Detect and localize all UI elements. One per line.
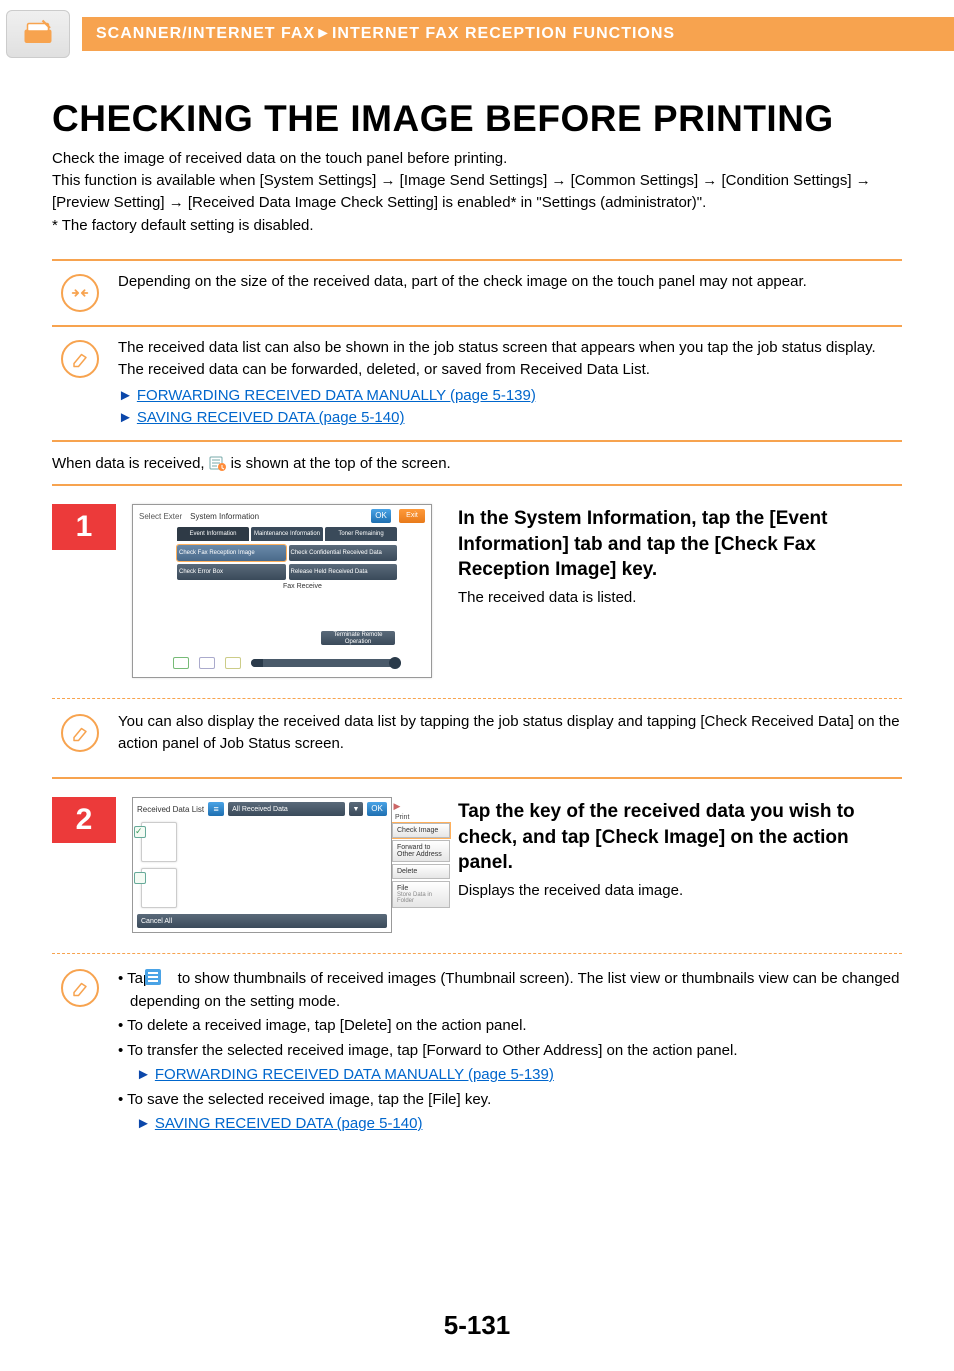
page-header: SCANNER/INTERNET FAX►INTERNET FAX RECEPT… [0,0,954,64]
callout1-text: Depending on the size of the received da… [118,271,807,293]
crumb-scanner: SCANNER/INTERNET FAX [96,25,315,42]
sys-ok-button[interactable]: OK [371,509,391,523]
step-1-thumbnail: Select Exter System Information OK Exit … [132,504,442,678]
note-icon [58,966,102,1010]
callout-size-warning: Depending on the size of the received da… [52,259,902,327]
bottom-icon-1[interactable] [173,657,189,669]
rdl-cancel-all[interactable]: Cancel All [137,914,387,928]
list-view-icon [156,968,174,986]
tab-maintenance-information[interactable]: Maintenance Information [251,527,323,541]
action-file[interactable]: FileStore Data in Folder [392,881,450,908]
step-2-sub: Displays the received data image. [458,882,902,899]
rdl-title: Received Data List [137,805,204,814]
action-panel-arrow-icon: ▶ [392,797,402,812]
bottom-slider[interactable] [251,659,401,667]
intro-block: Check the image of received data on the … [52,148,902,237]
scanner-icon [6,10,70,58]
rdl-dropdown-caret[interactable]: ▼ [349,802,363,816]
breadcrumb: SCANNER/INTERNET FAX►INTERNET FAX RECEPT… [82,17,954,51]
page-title: CHECKING THE IMAGE BEFORE PRINTING [52,98,902,140]
dashed-separator [52,953,902,954]
sys-exit-button[interactable]: Exit [399,509,425,523]
callout2-text: The received data list can also be shown… [118,339,876,378]
note-job-status: You can also display the received data l… [52,711,902,767]
link-forwarding-2[interactable]: FORWARDING RECEIVED DATA MANUALLY (page … [155,1066,554,1083]
action-forward[interactable]: Forward to Other Address [392,840,450,862]
btn-check-error-box[interactable]: Check Error Box [177,564,286,580]
received-data-icon [209,454,227,472]
tip-transfer: To transfer the selected received image,… [118,1040,902,1063]
rdl-list-toggle[interactable]: ≡ [208,802,224,816]
link-forwarding[interactable]: FORWARDING RECEIVED DATA MANUALLY (page … [137,387,536,404]
btn-check-fax-reception[interactable]: Check Fax Reception Image [177,545,286,561]
step-1: 1 Select Exter System Information OK Exi… [52,486,902,678]
received-text-a: When data is received, [52,455,205,472]
sys-select-label: Select Exter [139,512,182,521]
tip-delete: To delete a received image, tap [Delete]… [118,1015,902,1038]
dashed-separator [52,698,902,699]
link-arrow-icon: ► [118,387,133,404]
action-delete[interactable]: Delete [392,864,450,879]
fax-receive-label: Fax Receive [283,583,322,590]
action-panel-title: Print [392,812,450,823]
link-arrow-icon: ► [136,1115,151,1132]
intro-line2: This function is available when [System … [52,170,902,214]
step-1-number: 1 [52,504,116,550]
bottom-icon-2[interactable] [199,657,215,669]
link-arrow-icon: ► [136,1066,151,1083]
intro-footnote: * The factory default setting is disable… [52,215,902,237]
tip-thumbnails-b: to show thumbnails of received images (T… [130,970,899,1010]
tab-event-information[interactable]: Event Information [177,527,249,541]
step-2: 2 Received Data List ≡ All Received Data… [52,779,902,933]
btn-terminate-remote[interactable]: Terminate Remote Operation [321,631,395,645]
note-icon [58,711,102,755]
link-saving[interactable]: SAVING RECEIVED DATA (page 5-140) [137,409,405,426]
received-indicator-line: When data is received, is shown at the t… [52,454,902,472]
received-item-1[interactable]: ✓ [141,822,177,862]
btn-release-held[interactable]: Release Held Received Data [289,564,398,580]
action-check-image[interactable]: Check Image [392,823,450,838]
intro-line1: Check the image of received data on the … [52,148,902,170]
btn-check-confidential[interactable]: Check Confidential Received Data [289,545,398,561]
page-number: 5-131 [0,1310,954,1341]
step-2-heading: Tap the key of the received data you wis… [458,799,902,876]
step-1-heading: In the System Information, tap the [Even… [458,506,902,583]
step-2-thumbnail: Received Data List ≡ All Received Data ▼… [132,797,442,933]
rdl-filter-dropdown[interactable]: All Received Data [228,802,345,816]
step-1-sub: The received data is listed. [458,589,902,606]
step-2-number: 2 [52,797,116,843]
callout-received-list: The received data list can also be shown… [52,327,902,442]
crumb-arrow: ► [315,25,332,42]
crumb-section: INTERNET FAX RECEPTION FUNCTIONS [332,25,675,42]
warning-icon [58,271,102,315]
sys-title: System Information [190,512,259,521]
received-text-b: is shown at the top of the screen. [231,455,451,472]
received-item-2[interactable] [141,868,177,908]
rdl-ok-button[interactable]: OK [367,802,387,816]
tips-block: Tap to show thumbnails of received image… [52,966,902,1150]
note-icon [58,337,102,381]
bottom-icon-3[interactable] [225,657,241,669]
link-arrow-icon: ► [118,409,133,426]
tip-save: To save the selected received image, tap… [118,1089,902,1112]
link-saving-2[interactable]: SAVING RECEIVED DATA (page 5-140) [155,1115,423,1132]
action-file-sub: Store Data in Folder [397,892,445,904]
action-file-label: File [397,885,408,892]
tab-toner-remaining[interactable]: Toner Remaining [325,527,397,541]
note1-text: You can also display the received data l… [118,711,902,755]
